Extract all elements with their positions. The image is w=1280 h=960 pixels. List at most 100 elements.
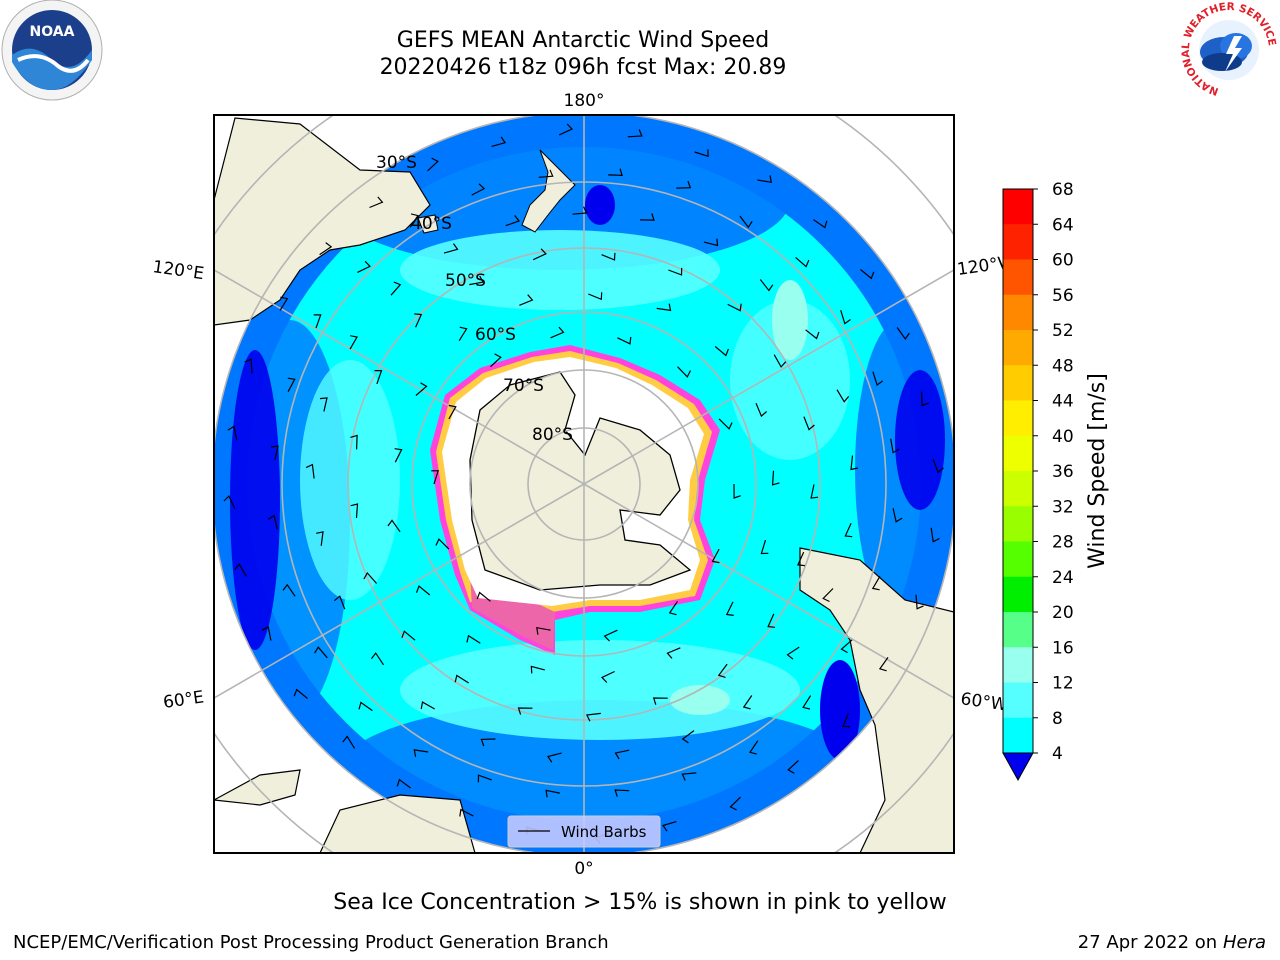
- wind-barb: [795, 256, 810, 268]
- wind-barb: [363, 571, 378, 584]
- wind-barb: [733, 483, 741, 499]
- colorbar-segment: [1003, 717, 1033, 754]
- wind-barb: [223, 495, 236, 510]
- wind-barb: [727, 303, 742, 312]
- footer-credit: NCEP/EMC/Verification Post Processing Pr…: [13, 932, 609, 953]
- colorbar-tick-label: 52: [1052, 321, 1074, 341]
- wind-barb: [517, 707, 533, 715]
- colorbar-segment: [1003, 365, 1033, 401]
- colorbar-segment: [1003, 506, 1033, 542]
- map-frame: [213, 114, 955, 854]
- lon-label-top: 180°: [564, 91, 605, 111]
- wind-barb: [755, 402, 767, 418]
- wind-barb: [271, 445, 279, 460]
- colorbar-tick-label: 20: [1052, 603, 1074, 623]
- wind-barb: [319, 397, 328, 412]
- wind-barb: [316, 531, 324, 546]
- wind-barb: [538, 169, 554, 178]
- wind-barb: [536, 626, 551, 635]
- colorbar-segment: [1003, 400, 1033, 437]
- wind-barb: [490, 353, 502, 368]
- wind-barb: [844, 523, 853, 538]
- wind-barb: [572, 206, 588, 215]
- colorbar-tick-label: 44: [1052, 392, 1074, 412]
- colorbar-tick-label: 36: [1052, 462, 1074, 482]
- colorbar-tick-label: 48: [1052, 356, 1074, 376]
- wind-barb: [803, 416, 815, 431]
- colorbar-segment: [1003, 541, 1033, 578]
- colorbar-segment: [1003, 682, 1033, 719]
- wind-barb: [718, 418, 733, 430]
- wind-barb: [491, 136, 507, 147]
- wind-barb: [890, 438, 900, 454]
- wind-barb: [414, 313, 423, 328]
- wind-barb: [357, 260, 372, 273]
- lat-label-30s: 30°S: [376, 153, 417, 173]
- wind-barb: [477, 774, 492, 783]
- wind-barb: [350, 434, 358, 450]
- colorbar-tick-label: 24: [1052, 568, 1074, 588]
- wind-barb: [443, 243, 459, 254]
- wind-barb: [872, 371, 884, 386]
- wind-barb: [532, 248, 547, 261]
- wind-barb: [932, 458, 944, 474]
- lat-label-40s: 40°S: [411, 214, 452, 234]
- wind-barb: [471, 183, 486, 196]
- wind-barb: [729, 796, 741, 811]
- colorbar-segment: [1003, 647, 1033, 683]
- wind-barb: [608, 168, 623, 177]
- wind-barb: [458, 326, 468, 342]
- wind-barb: [267, 514, 278, 530]
- wind-barb: [349, 335, 358, 350]
- wind-barb: [614, 789, 630, 797]
- wind-barb: [415, 585, 431, 596]
- colorbar-tick-label: 68: [1052, 180, 1074, 200]
- wind-barb: [401, 630, 416, 641]
- wind-barbs: [223, 123, 944, 844]
- lon-label-upper-left: 120°E: [151, 257, 205, 284]
- wind-barb: [334, 595, 346, 610]
- colorbar-tick-label: 32: [1052, 497, 1074, 517]
- lon-label-lower-right: 60°W: [959, 689, 1008, 715]
- wind-barb: [627, 129, 643, 138]
- colorbar-segment: [1003, 259, 1033, 296]
- colorbar-segment: [1003, 189, 1033, 225]
- wind-barb: [293, 688, 308, 699]
- wind-barb: [836, 389, 850, 403]
- colorbar-segment: [1003, 294, 1033, 331]
- wind-barb: [374, 370, 383, 385]
- wind-barb: [773, 354, 787, 368]
- legend-label: Wind Barbs: [561, 823, 647, 841]
- wind-barb: [279, 296, 289, 311]
- wind-barb: [717, 663, 728, 678]
- wind-barb: [550, 326, 565, 339]
- wind-barb: [921, 391, 929, 407]
- colorbar-tick-label: 8: [1052, 709, 1063, 729]
- wind-barb: [319, 242, 333, 256]
- colorbar-tick-label: 4: [1052, 744, 1063, 764]
- wind-barb: [420, 701, 435, 710]
- wind-barb: [711, 548, 720, 564]
- wind-barb: [547, 752, 562, 763]
- wind-barb: [614, 749, 630, 760]
- lat-label-50s: 50°S: [445, 271, 486, 291]
- wind-barb: [448, 404, 457, 420]
- wind-barb: [394, 448, 403, 463]
- wind-barb: [244, 358, 253, 374]
- wind-barb: [370, 652, 384, 666]
- wind-barb: [617, 336, 632, 345]
- wind-barb: [892, 508, 903, 523]
- lon-label-lower-left: 60°E: [162, 687, 205, 712]
- colorbar-tick-label: 16: [1052, 638, 1074, 658]
- wind-barb: [668, 600, 678, 616]
- wind-barb: [749, 740, 759, 755]
- colorbar-segment: [1003, 330, 1033, 366]
- wind-barb: [757, 175, 772, 184]
- colorbar-segment: [1003, 224, 1033, 260]
- wind-barb: [703, 238, 719, 247]
- wind-barb: [435, 538, 450, 550]
- colorbar-segment: [1003, 435, 1033, 472]
- wind-barb: [742, 695, 753, 710]
- colorbar-tick-label: 64: [1052, 215, 1074, 235]
